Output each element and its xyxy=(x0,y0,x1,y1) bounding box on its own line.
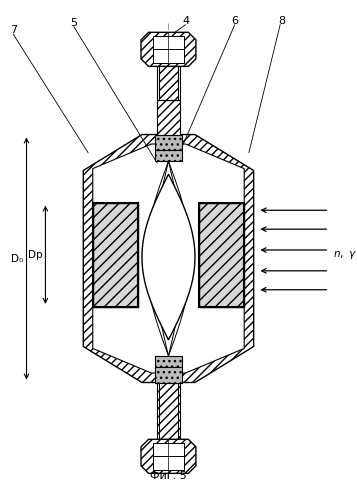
Text: 5: 5 xyxy=(70,18,77,28)
Text: D₀: D₀ xyxy=(11,254,24,264)
Polygon shape xyxy=(199,202,244,307)
Text: 6: 6 xyxy=(231,16,238,26)
Text: 7: 7 xyxy=(10,26,17,36)
Bar xyxy=(157,100,180,134)
Bar xyxy=(153,443,183,469)
Text: Фиг. 5: Фиг. 5 xyxy=(150,471,187,481)
Text: 8: 8 xyxy=(278,16,286,26)
Bar xyxy=(159,66,178,100)
Polygon shape xyxy=(141,32,196,66)
Polygon shape xyxy=(93,144,244,373)
Text: $n,\ \gamma$: $n,\ \gamma$ xyxy=(333,248,357,260)
Bar xyxy=(155,134,182,150)
Bar xyxy=(93,202,138,307)
Bar xyxy=(155,356,182,368)
Polygon shape xyxy=(83,134,254,382)
Bar xyxy=(155,150,182,161)
Polygon shape xyxy=(141,440,196,474)
Bar xyxy=(155,368,182,382)
Bar xyxy=(153,36,183,62)
Polygon shape xyxy=(142,174,195,340)
Text: Dр: Dр xyxy=(28,250,42,260)
Bar xyxy=(157,66,180,100)
Text: 4: 4 xyxy=(182,16,189,26)
Bar xyxy=(199,202,244,307)
Bar xyxy=(157,382,180,440)
Bar xyxy=(159,382,178,440)
Polygon shape xyxy=(93,202,138,307)
